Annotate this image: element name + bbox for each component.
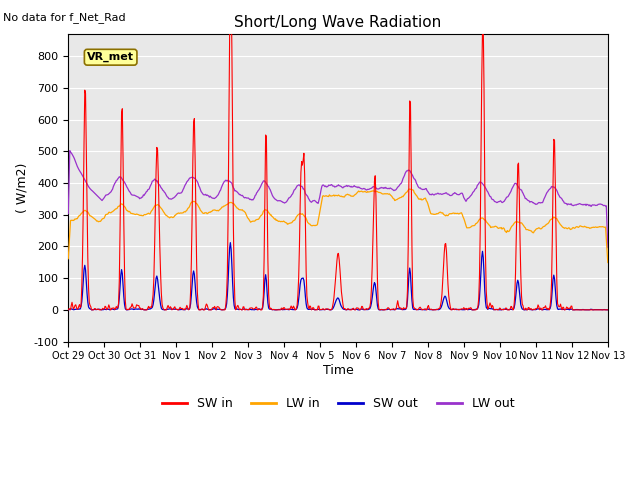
Y-axis label: ( W/m2): ( W/m2) [15, 163, 28, 213]
Legend: SW in, LW in, SW out, LW out: SW in, LW in, SW out, LW out [157, 392, 520, 415]
X-axis label: Time: Time [323, 364, 353, 377]
Text: VR_met: VR_met [87, 52, 134, 62]
Title: Short/Long Wave Radiation: Short/Long Wave Radiation [234, 15, 442, 30]
Text: No data for f_Net_Rad: No data for f_Net_Rad [3, 12, 126, 23]
